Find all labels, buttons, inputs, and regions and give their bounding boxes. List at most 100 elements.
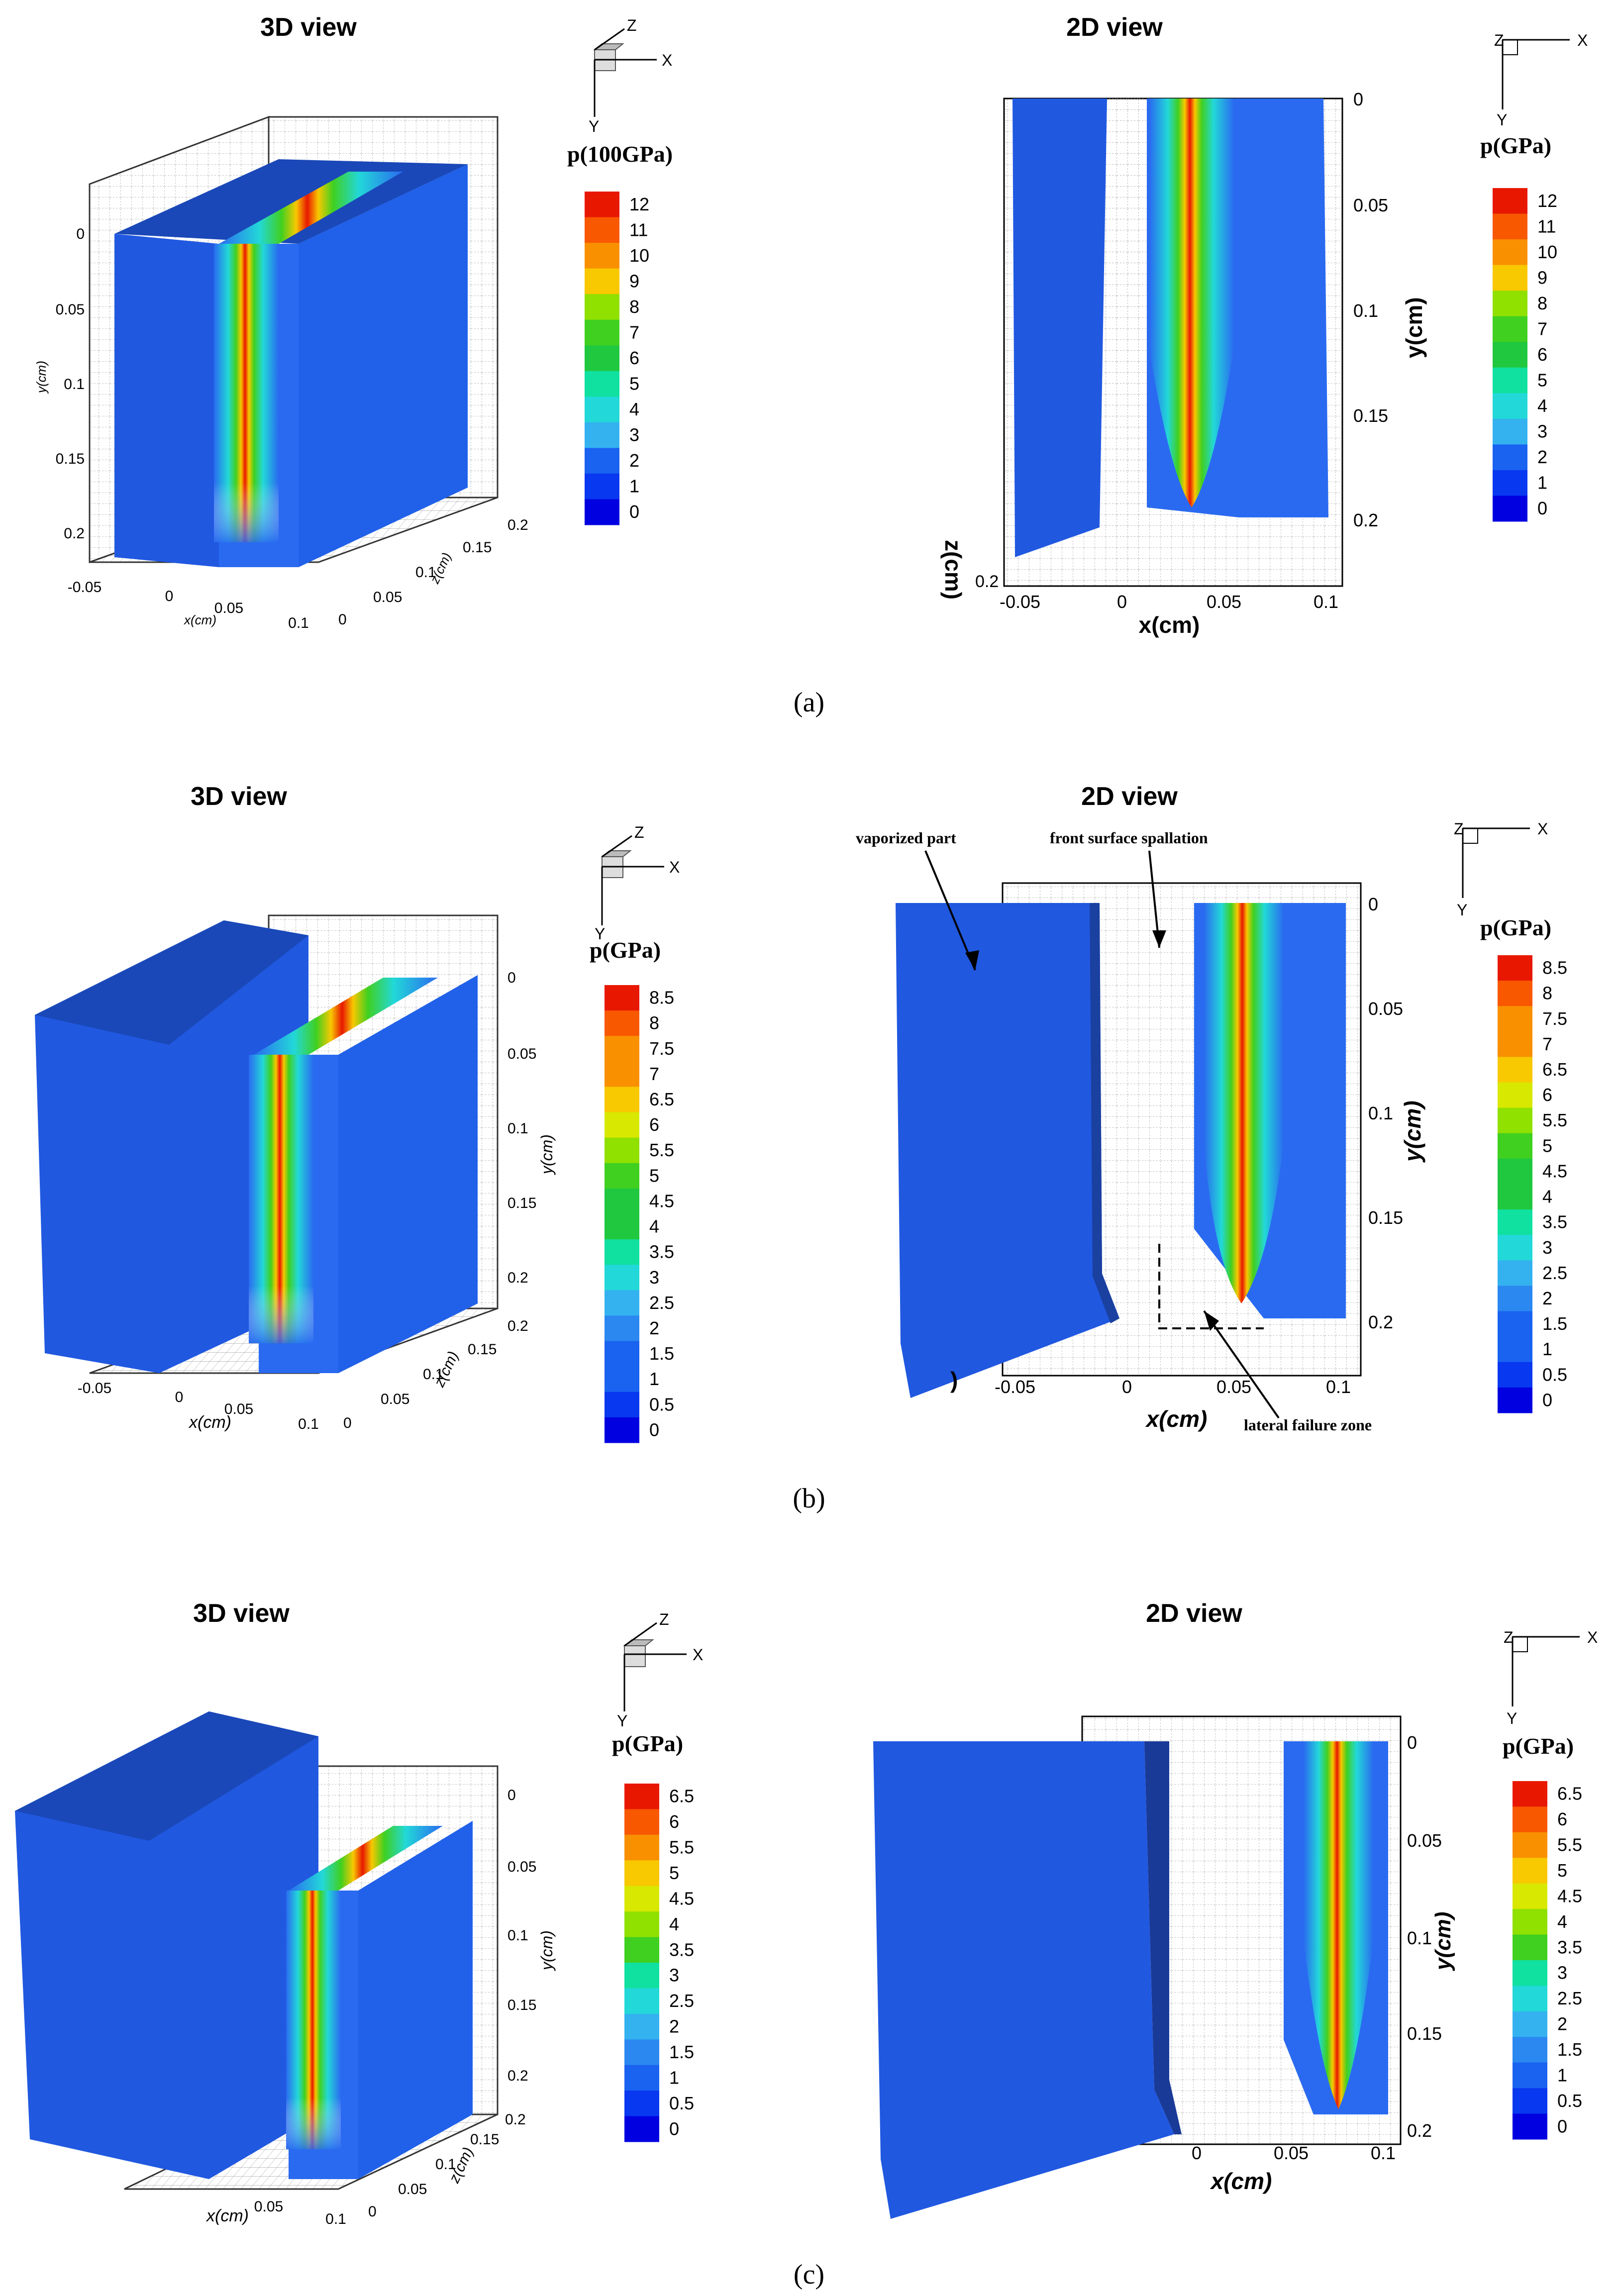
panel-c-2d-triad: Z X Y <box>1504 1628 1598 1727</box>
panel-a-2d-xtick: -0.05 <box>1000 592 1040 612</box>
panel-b: 3D view 0 0.05 0.1 0.15 0.2 y(cm) -0.05 … <box>35 782 1567 1514</box>
panel-b-2d-xlabel: x(cm) <box>1145 1406 1208 1432</box>
legend-swatch <box>585 192 619 218</box>
legend-swatch <box>1493 188 1527 214</box>
legend-swatch <box>624 2039 659 2066</box>
panel-c-3d-ztick: 0 <box>368 2203 377 2220</box>
legend-label: 4.5 <box>669 1888 694 1908</box>
legend-label: 0.5 <box>1557 2091 1582 2111</box>
legend-label: 12 <box>629 194 649 214</box>
legend-label: 1.5 <box>649 1343 674 1364</box>
panel-b-2d-ytick: 0.1 <box>1368 1103 1393 1123</box>
legend-label: 6 <box>1537 344 1547 365</box>
panel-a-3d-xtick: -0.05 <box>68 579 101 596</box>
legend-scale: 8.5 8 7.5 7 6.5 6 5.5 5 4.5 4 3.5 3 2.5 2 1.5 1 0.5 0 <box>1498 955 1567 1413</box>
panel-a-2d-xtick: 0 <box>1117 592 1127 612</box>
legend-label: 8.5 <box>649 988 674 1008</box>
legend-swatch <box>605 1036 639 1062</box>
annotation-arrow <box>924 850 976 971</box>
legend-label: 0 <box>629 501 639 522</box>
legend-label: 2.5 <box>649 1293 674 1313</box>
panel-c-3d-ytick: 0.05 <box>507 1859 536 1875</box>
legend-swatch <box>605 1010 639 1036</box>
panel-a-2d-left-body <box>1012 99 1107 557</box>
panel-a-3d-xtick: 0 <box>165 588 174 604</box>
panel-b-2d-pressure-band <box>1204 903 1284 1303</box>
legend-swatch <box>605 1087 639 1113</box>
legend-label: 10 <box>1537 242 1557 262</box>
triad-x-label: X <box>1577 31 1588 49</box>
panel-b-2d-legend: p(GPa) 8.5 8 7.5 7 6.5 6 5.5 5 4.5 4 3.5 3 2.5 2 1.5 1 0… <box>1480 915 1567 1413</box>
legend-swatch <box>624 1784 659 1809</box>
legend-swatch <box>605 985 639 1011</box>
panel-a: 3D view 0 0.05 0.1 0.15 0.2 y(cm) -0.05 … <box>34 13 1588 718</box>
legend-swatch <box>1513 1781 1547 1807</box>
legend-swatch <box>1498 1158 1532 1185</box>
panel-c-3d-xtick: 0.05 <box>254 2198 283 2215</box>
legend-label: 2 <box>669 2016 679 2037</box>
legend-swatch <box>1513 2062 1547 2089</box>
panel-b-3d-xtick: -0.05 <box>78 1380 111 1397</box>
panel-a-2d-triad: Z X Y <box>1494 31 1588 129</box>
legend-label: 6.5 <box>1557 1784 1582 1804</box>
panel-b-2d-xtick: 0.05 <box>1216 1377 1251 1397</box>
panel-c-2d-ylabel: y(cm) <box>1431 1912 1455 1971</box>
legend-label: 1 <box>629 476 639 497</box>
panel-a-3d-ytick: 0.1 <box>64 376 85 393</box>
legend-swatch <box>1513 2088 1547 2114</box>
legend-title: p(GPa) <box>612 1731 683 1756</box>
legend-label: 3 <box>1537 421 1547 442</box>
legend-swatch <box>585 268 619 295</box>
legend-label: 6 <box>669 1811 679 1832</box>
legend-label: 6.5 <box>1542 1059 1567 1080</box>
triad-y-label: Y <box>589 117 599 135</box>
triad-z-axis <box>624 1622 657 1647</box>
panel-b-2d-ytick: 0.2 <box>1368 1312 1393 1332</box>
panel-b-3d-plot: 0 0.05 0.1 0.15 0.2 y(cm) -0.05 0 0.05 0… <box>35 914 556 1432</box>
panel-a-3d-ytick: 0.2 <box>64 525 85 542</box>
legend-swatch <box>624 1834 659 1861</box>
panel-c-2d-pressure-band <box>1304 1741 1373 2109</box>
panel-a-2d-white-cut <box>1109 99 1143 586</box>
panel-c-2d-ytick: 0.05 <box>1407 1830 1442 1851</box>
panel-b-3d-ytick: 0.1 <box>507 1120 528 1137</box>
legend-label: 1 <box>1537 473 1547 493</box>
legend-swatch <box>585 422 619 448</box>
legend-label: 2 <box>1537 447 1547 467</box>
legend-label: 1.5 <box>1542 1313 1567 1334</box>
panel-b-2d-failure-outline <box>1158 1244 1264 1329</box>
legend-label: 4 <box>1557 1911 1567 1932</box>
legend-label: 5 <box>1537 370 1547 391</box>
legend-swatch <box>605 1239 639 1265</box>
annotation-arrowhead <box>1204 1311 1219 1331</box>
legend-swatch <box>1513 1960 1547 1986</box>
legend-label: 6 <box>1542 1085 1552 1105</box>
panel-a-3d-body-right <box>299 164 468 567</box>
legend-swatch <box>624 2091 659 2117</box>
legend-swatch <box>1498 1260 1532 1286</box>
triad-y-label: Y <box>1497 111 1507 129</box>
panel-a-2d-stray-label: z(cm) <box>940 540 966 599</box>
legend-swatch <box>1498 1006 1532 1032</box>
legend-swatch <box>1493 470 1527 496</box>
legend-swatch <box>585 371 619 397</box>
legend-label: 9 <box>629 271 639 291</box>
legend-label: 8 <box>649 1013 659 1033</box>
legend-label: 7 <box>1537 318 1547 339</box>
annotation-arrowhead <box>965 950 979 970</box>
panel-a-2d-pressure-band <box>1149 99 1234 507</box>
legend-swatch <box>585 448 619 474</box>
legend-swatch <box>605 1366 639 1393</box>
panel-b-3d-body-right <box>338 975 478 1373</box>
legend-label: 7 <box>649 1064 659 1084</box>
legend-title: p(GPa) <box>1503 1733 1574 1759</box>
legend-label: 3.5 <box>669 1939 694 1960</box>
legend-label: 11 <box>1537 216 1556 236</box>
triad-x-label: X <box>1587 1628 1598 1646</box>
legend-swatch <box>1498 1362 1532 1388</box>
panel-a-3d-ytick: 0.15 <box>56 451 85 467</box>
triad-z-label: Z <box>1494 31 1504 49</box>
legend-swatch <box>585 397 619 423</box>
legend-swatch <box>1498 1235 1532 1261</box>
